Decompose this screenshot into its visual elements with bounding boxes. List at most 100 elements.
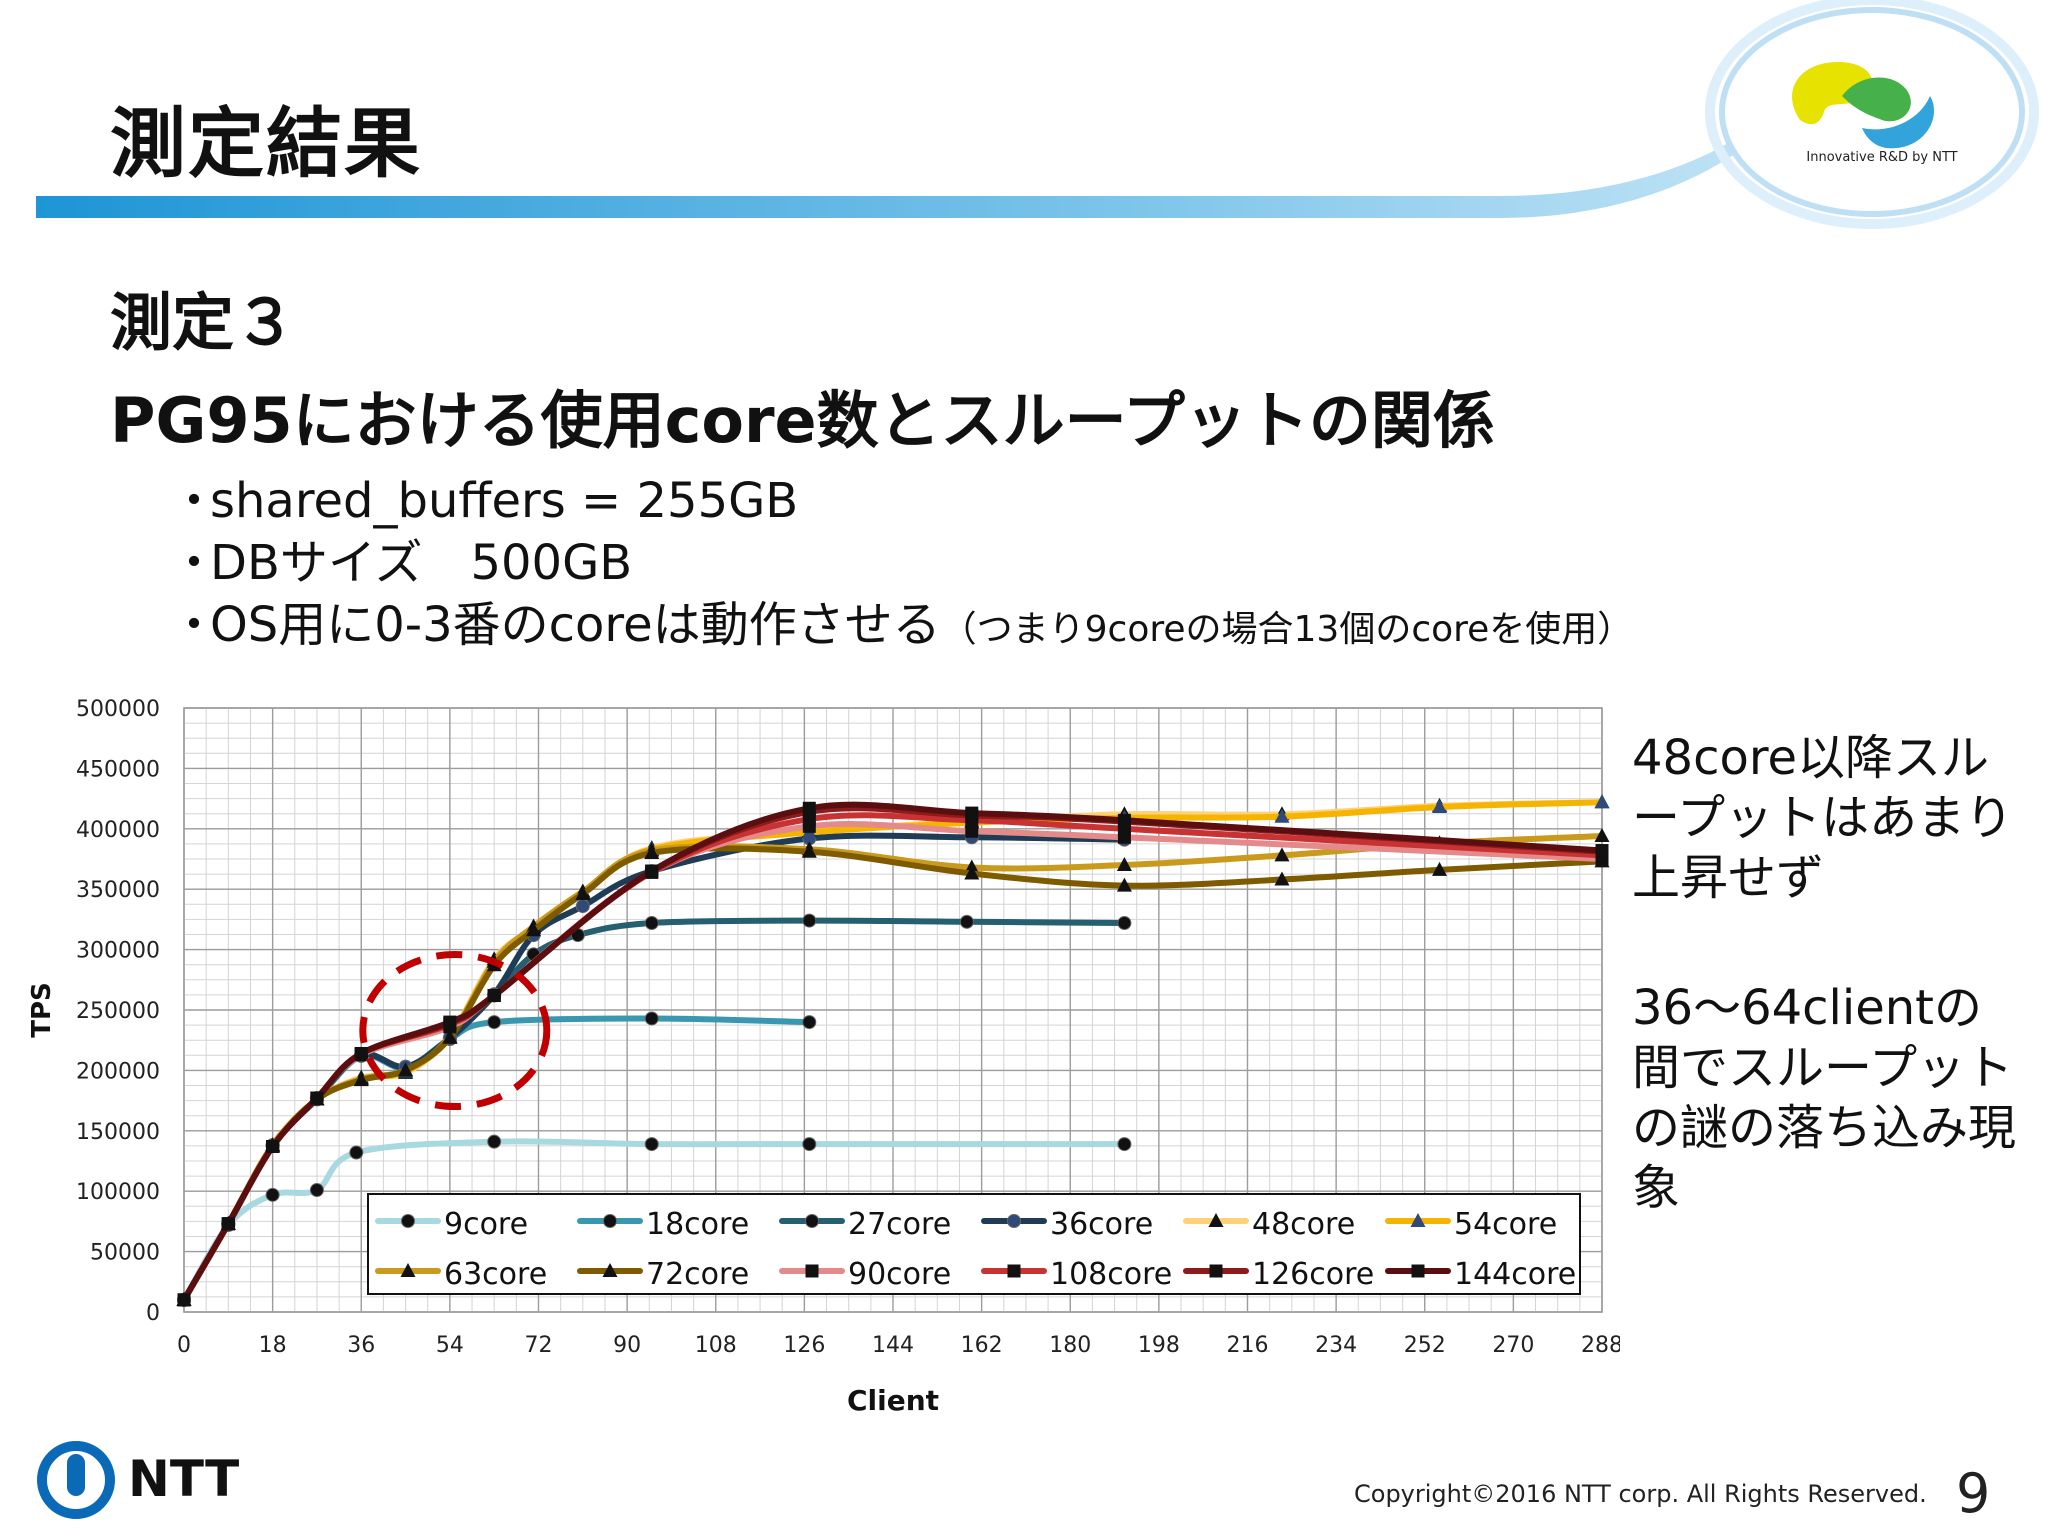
data-point-72core xyxy=(1432,861,1448,876)
data-point-72core xyxy=(801,843,817,858)
bullet-list: ・shared_buffers = 255GB ・DBサイズ 500GB ・OS… xyxy=(170,470,1633,656)
data-point-144core xyxy=(802,801,816,815)
side-note-line: 48core以降スル xyxy=(1632,730,1990,786)
data-point-144core xyxy=(965,806,979,820)
legend-label-144core: 144core xyxy=(1454,1257,1576,1292)
x-tick-label: 198 xyxy=(1138,1333,1180,1358)
legend-marker-36core xyxy=(1007,1214,1021,1228)
data-point-27core xyxy=(802,913,817,928)
bullet-text: shared_buffers = 255GB xyxy=(210,473,799,529)
x-tick-label: 18 xyxy=(259,1333,287,1358)
legend-label-63core: 63core xyxy=(444,1257,547,1292)
data-point-72core xyxy=(644,844,660,859)
data-point-18core xyxy=(644,1011,659,1026)
legend-box xyxy=(367,1193,1581,1295)
tps-line-chart: 0 18 36 54 72 90 108 126 144 162 180 198 216 234 252 27… xyxy=(27,697,1620,1417)
side-note-line: 上昇せず xyxy=(1632,850,1825,906)
data-point-72core xyxy=(1274,871,1290,886)
list-item: ・shared_buffers = 255GB xyxy=(170,470,1633,532)
legend-marker-126core xyxy=(1209,1264,1223,1278)
side-note-line: 36～64clientの xyxy=(1632,980,1982,1036)
bullet-marker: ・ xyxy=(170,597,219,653)
x-tick-label: 252 xyxy=(1404,1333,1446,1358)
series-line-9core xyxy=(181,1138,1128,1303)
data-point-27core xyxy=(644,916,659,931)
side-note-line: 間でスループット xyxy=(1632,1040,2014,1096)
data-point-144core xyxy=(310,1091,324,1105)
ntt-logo-mark-icon xyxy=(37,1441,115,1519)
data-point-144core xyxy=(354,1046,368,1060)
dip-callout-circle xyxy=(359,951,551,1111)
side-note-plateau: 48core以降スル ープットはあまり 上昇せず xyxy=(1632,728,2013,908)
ntt-logo-text: NTT xyxy=(128,1450,239,1508)
x-tick-label: 72 xyxy=(525,1333,553,1358)
legend-label-48core: 48core xyxy=(1252,1207,1355,1242)
series-line-144core xyxy=(181,801,1605,1303)
legend-label-126core: 126core xyxy=(1252,1257,1374,1292)
data-point-144core xyxy=(266,1140,280,1154)
data-point-72core xyxy=(353,1072,369,1087)
x-tick-label: 36 xyxy=(347,1333,375,1358)
y-tick-label: 150000 xyxy=(76,1120,160,1145)
data-point-63core xyxy=(1274,847,1290,862)
x-tick-label: 90 xyxy=(613,1333,641,1358)
header-swoosh xyxy=(36,0,2039,229)
data-point-9core xyxy=(349,1145,364,1160)
list-item: ・OS用に0-3番のcoreは動作させる（つまり9coreの場合13個のcore… xyxy=(170,594,1633,656)
data-point-18core xyxy=(802,1015,817,1030)
legend-label-72core: 72core xyxy=(646,1257,749,1292)
side-note-line: 象 xyxy=(1632,1160,1681,1216)
bullet-note: （つまり9coreの場合13個のcoreを使用） xyxy=(940,609,1634,650)
legend-marker-9core xyxy=(401,1214,415,1228)
y-tick-label: 300000 xyxy=(76,939,160,964)
bullet-text: OS用に0-3番のcoreは動作させる xyxy=(210,597,941,653)
x-tick-label: 0 xyxy=(177,1333,191,1358)
legend-label-27core: 27core xyxy=(848,1207,951,1242)
y-tick-label: 350000 xyxy=(76,878,160,903)
side-note-line: ープットはあまり xyxy=(1632,790,2014,846)
legend-marker-90core xyxy=(805,1264,819,1278)
bullet-text: DBサイズ 500GB xyxy=(210,535,633,591)
bullet-marker: ・ xyxy=(170,535,219,591)
x-tick-label: 180 xyxy=(1049,1333,1091,1358)
legend-label-36core: 36core xyxy=(1050,1207,1153,1242)
y-tick-label: 250000 xyxy=(76,999,160,1024)
data-point-63core xyxy=(1594,828,1610,843)
data-point-144core xyxy=(487,989,501,1003)
x-axis-title: Client xyxy=(847,1384,939,1417)
legend-label-90core: 90core xyxy=(848,1257,951,1292)
side-note-line: の謎の落ち込み現 xyxy=(1632,1100,2017,1156)
data-point-27core xyxy=(1117,916,1132,931)
side-note-dip: 36～64clientの 間でスループット の謎の落ち込み現 象 xyxy=(1632,978,2016,1218)
x-tick-label: 108 xyxy=(695,1333,737,1358)
data-point-54core xyxy=(1274,808,1290,823)
data-point-36core xyxy=(575,899,590,914)
y-tick-label: 450000 xyxy=(76,757,160,782)
y-tick-label: 100000 xyxy=(76,1180,160,1205)
section-heading: 測定３ xyxy=(110,286,297,359)
y-tick-label: 200000 xyxy=(76,1059,160,1084)
data-point-54core xyxy=(1594,794,1610,809)
data-point-90core xyxy=(965,824,979,838)
legend-marker-54core xyxy=(1410,1213,1426,1227)
legend-marker-18core xyxy=(603,1214,617,1228)
legend-marker-144core xyxy=(1411,1264,1425,1278)
legend-label-18core: 18core xyxy=(646,1207,749,1242)
legend-label-9core: 9core xyxy=(444,1207,528,1242)
data-point-144core xyxy=(443,1015,457,1029)
section-subheading: PG95における使用core数とスループットの関係 xyxy=(110,384,1495,457)
x-tick-label: 288 xyxy=(1581,1333,1620,1358)
legend-marker-72core xyxy=(602,1263,618,1277)
x-tick-label: 162 xyxy=(961,1333,1003,1358)
data-point-144core xyxy=(645,864,659,878)
data-point-72core xyxy=(1116,877,1132,892)
list-item: ・DBサイズ 500GB xyxy=(170,532,1633,594)
legend-label-54core: 54core xyxy=(1454,1207,1557,1242)
data-point-9core xyxy=(644,1137,659,1152)
legend-marker-48core xyxy=(1208,1213,1224,1227)
data-point-144core xyxy=(177,1293,191,1307)
page-number: 9 xyxy=(1956,1462,1991,1525)
data-point-9core xyxy=(1117,1137,1132,1152)
data-point-144core xyxy=(221,1217,235,1231)
ntt-logo: NTT xyxy=(37,1441,239,1519)
